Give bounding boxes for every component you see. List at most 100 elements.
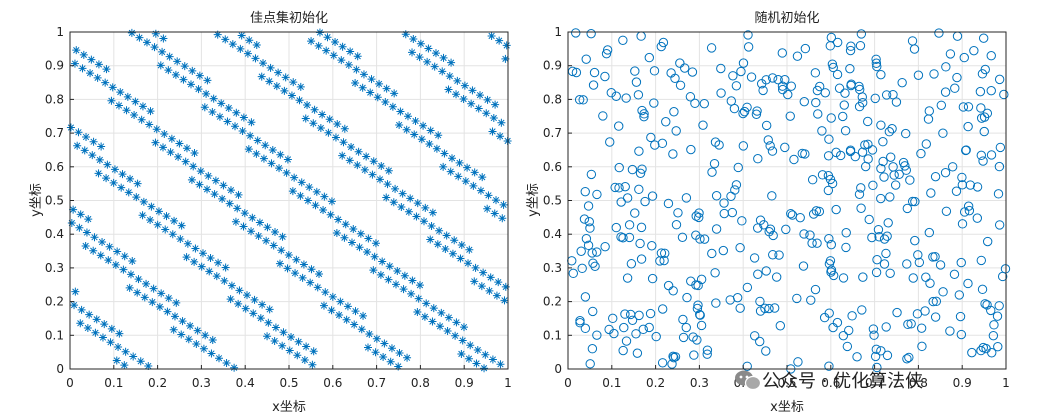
data-point [375, 175, 384, 184]
data-point [106, 338, 115, 347]
data-point [155, 302, 164, 311]
data-point [108, 83, 117, 92]
data-point [76, 319, 85, 328]
data-point [690, 98, 700, 109]
data-point [805, 230, 815, 240]
data-point [826, 267, 836, 277]
data-point [408, 276, 417, 285]
data-point [610, 182, 620, 193]
data-point [828, 322, 838, 333]
data-point [315, 269, 324, 278]
data-point [218, 194, 227, 203]
data-point [332, 228, 341, 237]
data-point [85, 310, 94, 319]
data-point [711, 224, 722, 234]
data-point [858, 272, 868, 282]
data-point [999, 89, 1009, 100]
data-point [76, 210, 85, 219]
data-point [126, 174, 135, 183]
data-point [913, 70, 924, 80]
data-point [501, 54, 510, 63]
data-point [976, 255, 986, 266]
data-point [799, 229, 809, 239]
data-point [972, 182, 983, 192]
data-point [294, 337, 303, 346]
data-point [963, 201, 974, 211]
data-point [298, 273, 307, 282]
data-point [825, 174, 836, 185]
data-point [287, 91, 296, 100]
data-point [716, 88, 726, 98]
chart-title: 随机初始化 [754, 11, 819, 26]
data-point [166, 148, 175, 157]
data-point [856, 183, 866, 193]
data-point [969, 45, 979, 56]
data-point [241, 304, 250, 313]
data-point [627, 315, 638, 326]
data-point [367, 75, 376, 84]
data-point [187, 80, 196, 89]
data-point [910, 196, 920, 207]
data-point [872, 254, 882, 265]
data-point [868, 324, 879, 334]
data-point [257, 72, 266, 81]
data-point [256, 314, 265, 323]
data-point [585, 359, 595, 369]
data-point [488, 127, 497, 136]
data-point [755, 336, 765, 347]
y-tick-label: 0.9 [543, 59, 562, 73]
y-tick-label: 0.6 [543, 160, 562, 174]
x-tick-label: 0.6 [821, 376, 840, 390]
x-tick-label: 0.2 [148, 376, 167, 390]
data-point [936, 100, 947, 110]
data-point [448, 249, 457, 258]
data-point [719, 208, 729, 219]
data-point [924, 227, 935, 238]
data-point [243, 291, 252, 300]
data-point [870, 351, 881, 362]
x-tick-label: 0.1 [602, 376, 621, 390]
data-point [379, 352, 388, 361]
data-point [319, 206, 328, 215]
data-point [107, 96, 116, 105]
data-point [663, 198, 674, 209]
data-point [364, 343, 373, 352]
data-point [104, 256, 113, 265]
data-point [157, 289, 166, 298]
data-point [452, 90, 461, 99]
y-tick-label: 0.3 [45, 261, 64, 275]
data-point [126, 270, 135, 279]
data-point [288, 187, 297, 196]
data-point [696, 274, 707, 285]
data-point [439, 162, 448, 171]
data-point [614, 121, 624, 131]
data-point [312, 187, 321, 196]
y-tick-label: 0.2 [543, 295, 562, 309]
y-tick-label: 0.6 [45, 160, 64, 174]
y-tick-label: 1 [56, 25, 64, 39]
data-point [131, 97, 140, 106]
random-init-chart: 随机初始化 0 0.1 0.2 0.3 0.4 0.5 0.6 0.7 0.8 0.9 1 0 0.1… [526, 11, 1011, 415]
data-point [303, 101, 312, 110]
data-point [425, 139, 434, 148]
data-point [392, 280, 401, 289]
data-point [894, 169, 904, 179]
data-point [589, 67, 600, 78]
data-point [901, 165, 911, 175]
data-point [297, 178, 306, 187]
data-point [450, 236, 459, 245]
data-point [824, 134, 834, 144]
data-point [480, 364, 489, 373]
data-point [406, 194, 415, 203]
data-point [902, 259, 912, 269]
data-point [217, 99, 226, 108]
data-point [753, 154, 763, 164]
data-point [764, 303, 774, 314]
data-point [686, 144, 696, 155]
data-point [215, 354, 224, 363]
data-point [693, 300, 703, 310]
data-point [669, 352, 679, 363]
data-point [336, 297, 345, 306]
data-point [244, 145, 253, 154]
data-point [427, 222, 436, 231]
